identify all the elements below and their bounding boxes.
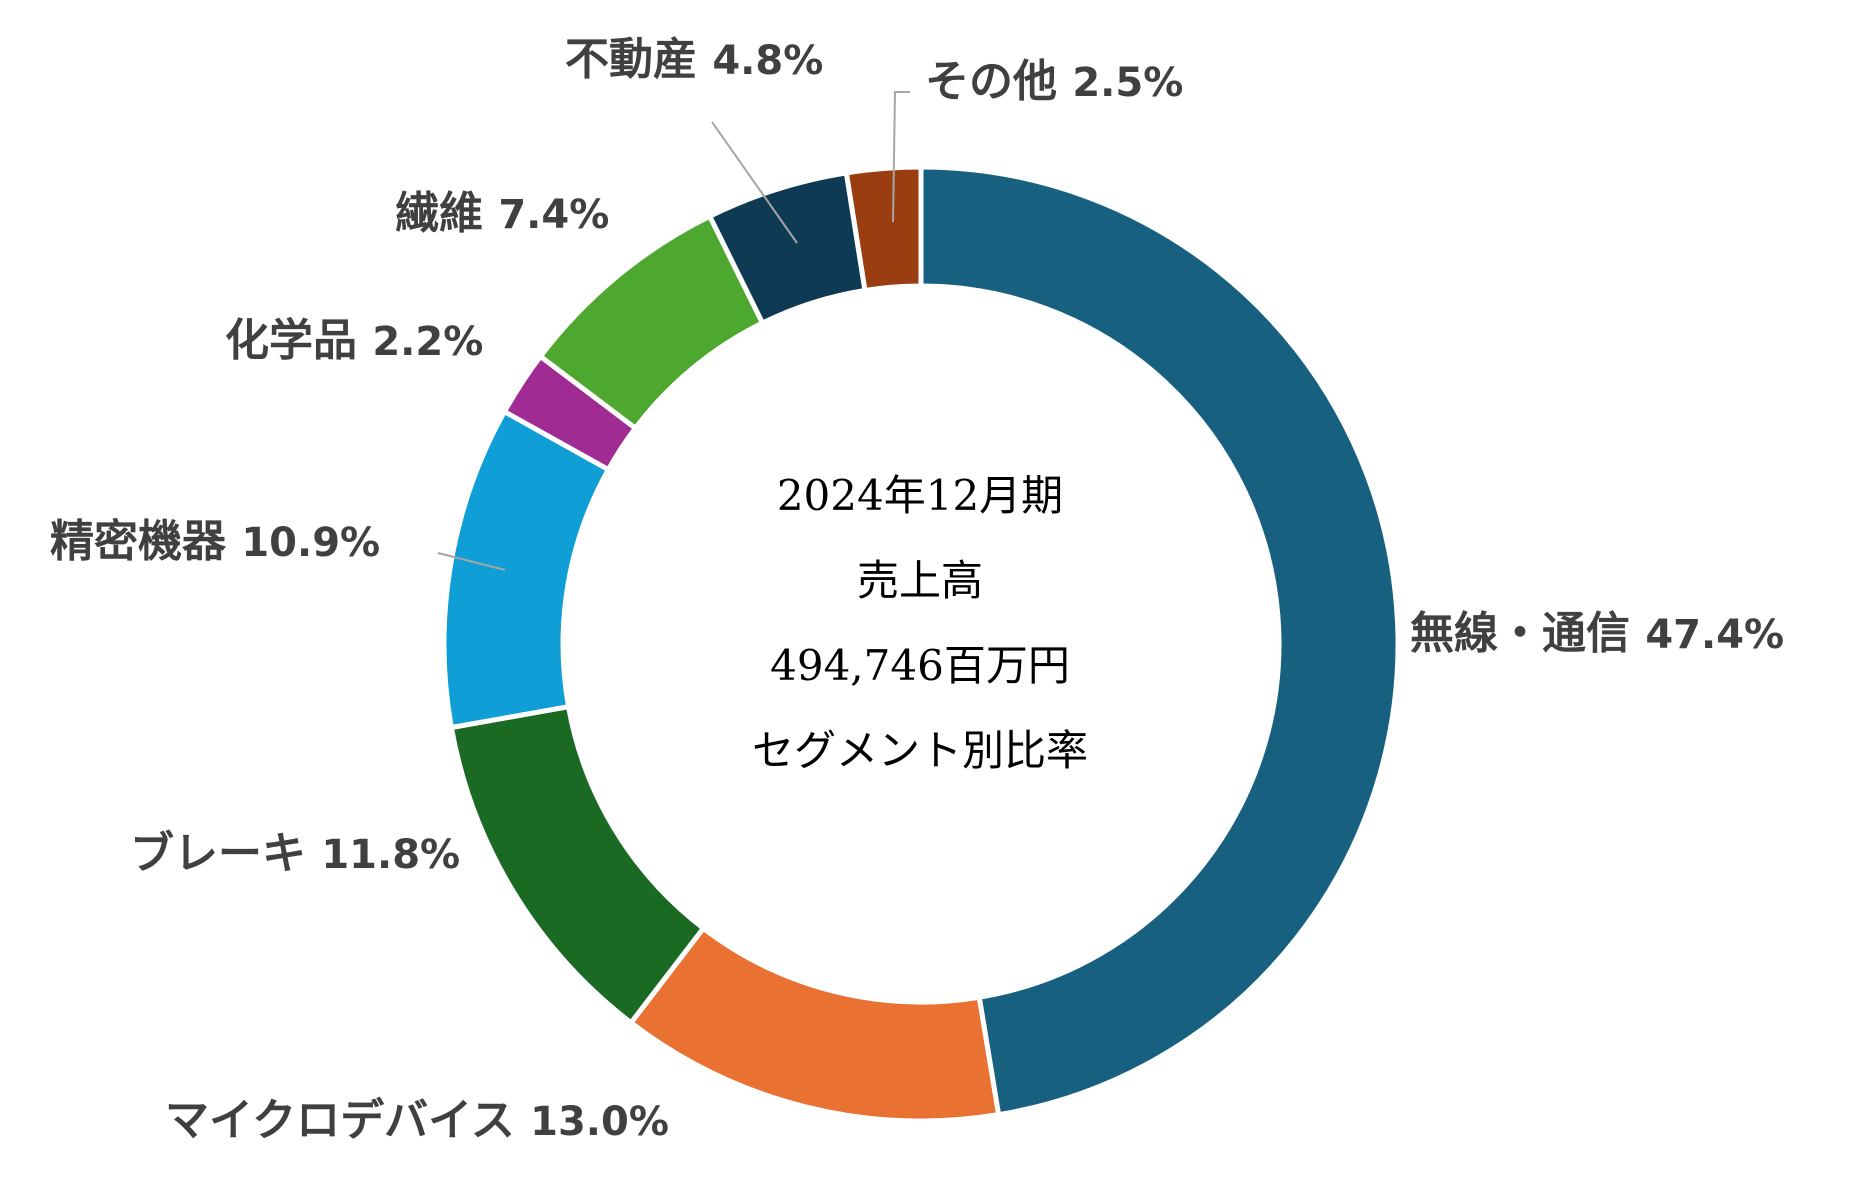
slice-label-4: 精密機器 10.9%	[50, 516, 380, 567]
slice-label-3: ブレーキ 11.8%	[130, 828, 460, 879]
center-text: 2024年12月期 売上高 494,746百万円 セグメント別比率	[752, 471, 1088, 775]
slice-4	[441, 408, 612, 731]
center-caption: セグメント別比率	[752, 726, 1088, 775]
slice-labels: 無線・通信 47.4% マイクロデバイス 13.0% ブレーキ 11.8% 精密機器 …	[50, 34, 1784, 1146]
slice-label-2: マイクロデバイス 13.0%	[165, 1095, 669, 1146]
leader-lines	[437, 91, 910, 571]
donut-slices	[441, 164, 1401, 1124]
center-sales-label: 売上高	[857, 556, 983, 605]
slice-label-1: 無線・通信 47.4%	[1410, 608, 1784, 659]
slice-2	[627, 924, 1002, 1124]
slice-3	[448, 703, 707, 1027]
slice-label-6: 繊維 7.4%	[395, 188, 609, 239]
slice-1	[918, 164, 1401, 1118]
leader-line-7	[711, 121, 798, 244]
slice-label-5: 化学品 2.2%	[225, 315, 483, 366]
slice-label-8: その他 2.5%	[925, 56, 1183, 107]
center-period: 2024年12月期	[777, 471, 1063, 520]
slice-label-7: 不動産 4.8%	[565, 34, 823, 85]
center-sales-value: 494,746百万円	[770, 641, 1070, 690]
leader-line-8	[892, 91, 910, 223]
leader-line-4	[437, 552, 506, 571]
slice-8	[843, 164, 924, 294]
